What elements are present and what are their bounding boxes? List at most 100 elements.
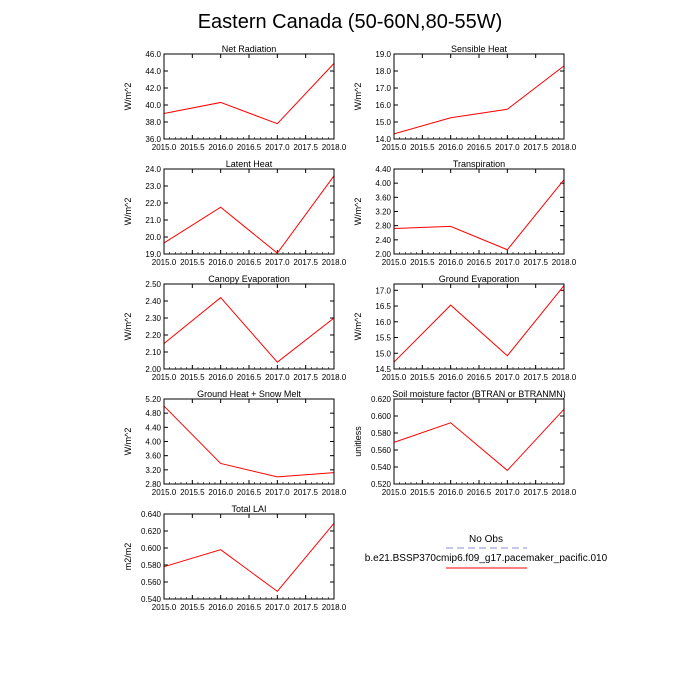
y-tick-label: 3.20: [375, 208, 391, 217]
plot-frame: [393, 53, 565, 140]
plot-frame: [163, 283, 335, 370]
x-tick-label: 2015.5: [410, 488, 435, 497]
y-tick-label: 15.0: [375, 349, 391, 358]
series-line: [393, 65, 565, 135]
x-tick-label: 2018.0: [552, 143, 577, 152]
y-tick-label: 2.20: [145, 331, 161, 340]
x-tick-label: 2016.0: [438, 488, 463, 497]
y-tick-label: 15.0: [375, 118, 391, 127]
x-tick-label: 2017.5: [523, 488, 548, 497]
y-tick-label: 44.0: [145, 67, 161, 76]
figure-title: Eastern Canada (50-60N,80-55W): [198, 11, 503, 33]
y-tick-label: 16.0: [375, 318, 391, 327]
x-tick-label: 2015.0: [382, 258, 407, 267]
y-tick-label: 0.560: [371, 446, 392, 455]
y-tick-label: 2.10: [145, 348, 161, 357]
y-tick-label: 0.520: [371, 480, 392, 489]
x-tick-label: 2016.5: [237, 258, 262, 267]
x-tick-label: 2016.5: [237, 488, 262, 497]
x-tick-label: 2017.0: [265, 143, 290, 152]
x-tick-label: 2015.0: [152, 488, 177, 497]
x-tick-label: 2016.5: [467, 373, 492, 382]
y-tick-label: 0.580: [371, 429, 392, 438]
x-tick-label: 2018.0: [552, 488, 577, 497]
y-tick-label: 5.20: [145, 395, 161, 404]
panel-title: Sensible Heat: [451, 44, 508, 54]
panel-title: Total LAI: [231, 504, 266, 514]
y-tick-label: 2.00: [145, 365, 161, 374]
x-tick-label: 2016.0: [438, 143, 463, 152]
y-tick-label: 24.0: [145, 165, 161, 174]
y-tick-label: 21.0: [145, 216, 161, 225]
y-tick-label: 46.0: [145, 50, 161, 59]
y-axis-label: W/m^2: [123, 83, 133, 111]
y-tick-label: 17.0: [375, 286, 391, 295]
panel-3: Latent Heat W/m^2 2015.0 2015.5 2016.0 2016.5…: [123, 159, 347, 267]
x-tick-label: 2015.5: [180, 603, 205, 612]
panel-title: Soil moisture factor (BTRAN or BTRANMN): [392, 389, 566, 399]
panel-title: Net Radiation: [222, 44, 277, 54]
x-tick-label: 2017.5: [293, 258, 318, 267]
y-tick-label: 0.620: [141, 527, 162, 536]
plot-frame: [163, 513, 335, 600]
y-tick-label: 15.5: [375, 334, 391, 343]
y-axis-label: W/m^2: [353, 313, 363, 341]
x-tick-label: 2015.0: [382, 373, 407, 382]
panel-7: Ground Heat + Snow Melt W/m^2 2015.0 2015.5…: [123, 389, 347, 497]
y-tick-label: 14.5: [375, 365, 391, 374]
x-tick-label: 2018.0: [552, 258, 577, 267]
y-tick-label: 18.0: [375, 67, 391, 76]
x-tick-label: 2017.5: [293, 143, 318, 152]
y-tick-label: 19.0: [375, 50, 391, 59]
y-tick-label: 38.0: [145, 118, 161, 127]
y-tick-label: 2.40: [375, 236, 391, 245]
x-tick-label: 2017.0: [265, 603, 290, 612]
legend-label-model: b.e21.BSSP370cmip6.f09_g17.pacemaker_pac…: [365, 553, 608, 564]
x-tick-label: 2017.5: [523, 258, 548, 267]
x-tick-label: 2018.0: [552, 373, 577, 382]
panel-title: Latent Heat: [226, 159, 273, 169]
x-tick-label: 2018.0: [322, 373, 347, 382]
y-tick-label: 2.50: [145, 280, 161, 289]
panel-title: Ground Heat + Snow Melt: [197, 389, 301, 399]
x-tick-label: 2015.5: [410, 373, 435, 382]
y-tick-label: 4.40: [145, 423, 161, 432]
x-tick-label: 2017.0: [495, 488, 520, 497]
x-tick-label: 2015.5: [410, 258, 435, 267]
y-tick-label: 3.60: [375, 193, 391, 202]
series-line: [393, 408, 565, 472]
x-tick-label: 2018.0: [322, 258, 347, 267]
x-tick-label: 2015.5: [180, 143, 205, 152]
x-tick-label: 2015.5: [180, 258, 205, 267]
y-tick-label: 2.80: [375, 222, 391, 231]
x-tick-label: 2016.0: [208, 258, 233, 267]
y-tick-label: 0.620: [371, 395, 392, 404]
y-tick-label: 14.0: [375, 135, 391, 144]
x-tick-label: 2017.0: [265, 258, 290, 267]
series-line: [393, 285, 565, 363]
y-tick-label: 4.00: [375, 179, 391, 188]
y-tick-label: 3.20: [145, 466, 161, 475]
y-tick-label: 4.40: [375, 165, 391, 174]
x-tick-label: 2015.5: [180, 488, 205, 497]
y-tick-label: 0.540: [371, 463, 392, 472]
x-tick-label: 2015.0: [152, 143, 177, 152]
series-line: [163, 296, 335, 363]
y-tick-label: 16.0: [375, 101, 391, 110]
legend-label-no-obs: No Obs: [469, 534, 503, 545]
y-axis-label: W/m^2: [123, 198, 133, 226]
plot-frame: [163, 53, 335, 140]
y-tick-label: 22.0: [145, 199, 161, 208]
y-tick-label: 0.600: [141, 544, 162, 553]
panel-title: Canopy Evaporation: [208, 274, 290, 284]
x-tick-label: 2016.0: [208, 373, 233, 382]
x-tick-label: 2018.0: [322, 488, 347, 497]
series-line: [163, 63, 335, 125]
x-tick-label: 2015.0: [382, 488, 407, 497]
panel-4: Transpiration W/m^2 2015.0 2015.5 2016.0 2016…: [353, 159, 577, 267]
x-tick-label: 2015.5: [410, 143, 435, 152]
series-line: [163, 523, 335, 593]
x-tick-label: 2016.0: [208, 603, 233, 612]
